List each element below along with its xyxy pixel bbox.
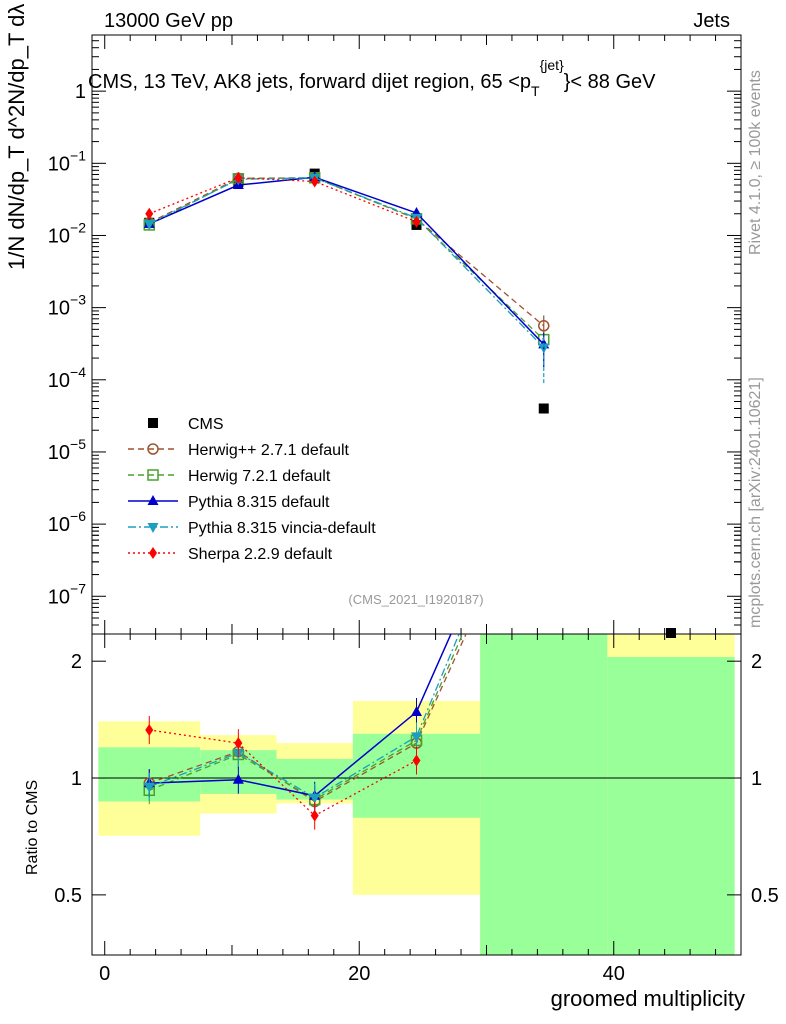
legend-label-cms: CMS — [188, 416, 224, 433]
ratio-tick-label-right: 1 — [751, 768, 762, 790]
rivet-label: Rivet 4.1.0, ≥ 100k events — [747, 70, 764, 255]
y-tick-base: 10 — [48, 442, 70, 464]
vincia-point — [143, 782, 155, 793]
y-tick-exponent: −6 — [70, 508, 86, 524]
plot-title-sup: {jet} — [540, 57, 564, 73]
cms-point — [666, 628, 677, 638]
legend-label-vincia: Pythia 8.315 vincia-default — [188, 520, 376, 537]
ratio-band-green — [607, 657, 735, 955]
legend-label-sherpa: Sherpa 2.2.9 default — [188, 546, 333, 563]
vincia-point — [143, 219, 155, 230]
legend-label-herwig7: Herwig 7.2.1 default — [188, 468, 331, 485]
y-axis-label-top: 1/N dN/dp_T d^2N/dp_T dλ — [4, 4, 29, 270]
ratio-tick-label-left: 0.5 — [54, 885, 82, 907]
plot-title: CMS, 13 TeV, AK8 jets, forward dijet reg… — [88, 57, 656, 99]
y-tick-exponent: −3 — [70, 292, 86, 308]
ratio-band-green — [480, 634, 608, 955]
sherpa-line — [149, 177, 417, 223]
x-axis-label: groomed multiplicity — [551, 986, 745, 1011]
plot-title-sub: T — [531, 83, 540, 99]
pythia-point — [147, 495, 159, 505]
y-tick-label: 10−2 — [48, 219, 86, 247]
herwigpp-line — [148, 177, 545, 327]
ratio-tick-label-left: 1 — [71, 768, 82, 790]
sherpa-ratio-line — [149, 729, 417, 817]
sherpa-point — [412, 215, 421, 228]
axis-ticks: 10−710−610−510−410−310−210−110.5 0.51 12 20… — [48, 35, 779, 985]
vincia-point — [309, 793, 321, 804]
ratio-tick-label-right: 2 — [751, 651, 762, 673]
vincia-point — [147, 523, 159, 533]
y-tick-label: 10−4 — [48, 364, 86, 392]
sherpa-point — [145, 723, 154, 736]
pythia-point — [411, 705, 422, 716]
legend-label-herwigpp: Herwig++ 2.7.1 default — [188, 442, 350, 459]
axes-frame — [91, 34, 742, 956]
y-tick-base: 10 — [48, 153, 70, 175]
y-tick-label: 10−1 — [48, 147, 86, 175]
y-tick-exponent: −4 — [70, 364, 86, 380]
sherpa-point — [145, 207, 154, 220]
analysis-watermark: (CMS_2021_I1920187) — [348, 592, 483, 607]
y-tick-label: 10−5 — [48, 436, 86, 464]
ratio-panel-frame — [91, 633, 742, 956]
plot-title-main: CMS, 13 TeV, AK8 jets, forward dijet reg… — [88, 71, 531, 93]
plot-title-tail: }< 88 GeV — [564, 71, 656, 93]
y-tick-base: 10 — [48, 225, 70, 247]
herwig7-line — [148, 177, 545, 341]
sherpa-point — [412, 754, 421, 767]
ratio-tick-label-right: 0.5 — [751, 885, 779, 907]
x-tick-label: 0 — [99, 963, 110, 985]
x-tick-label: 40 — [603, 963, 625, 985]
y-tick-label: 1 — [75, 81, 86, 103]
vincia-line — [148, 177, 545, 348]
ratio-series-group — [143, 634, 467, 830]
y-tick-exponent: −5 — [70, 436, 86, 452]
pythia-line — [148, 176, 545, 345]
pythia-point — [232, 773, 244, 784]
header-left: 13000 GeV pp — [104, 10, 233, 32]
main-panel-frame — [91, 34, 742, 635]
herwig7-point — [147, 469, 159, 481]
y-tick-exponent: −7 — [70, 580, 86, 596]
vincia-point — [411, 732, 422, 743]
cms-point — [538, 403, 549, 414]
mcplots-label: mcplots.cern.ch [arXiv:2401.10621] — [747, 377, 764, 628]
header-right: Jets — [693, 10, 730, 32]
x-tick-label: 20 — [348, 963, 370, 985]
y-tick-base: 10 — [48, 298, 70, 320]
y-tick-base: 10 — [48, 370, 70, 392]
sherpa-point — [234, 171, 243, 184]
y-tick-label: 10−3 — [48, 292, 86, 320]
ratio-tick-label-left: 2 — [71, 651, 82, 673]
y-tick-label: 10−6 — [48, 508, 86, 536]
sherpa-point — [310, 175, 319, 188]
legend-label-pythia: Pythia 8.315 default — [188, 494, 330, 511]
main-panel-series — [143, 168, 677, 638]
y-tick-base: 10 — [48, 514, 70, 536]
y-tick-base: 10 — [48, 586, 70, 608]
y-tick-base: 1 — [75, 81, 86, 103]
y-tick-exponent: −1 — [70, 147, 86, 163]
y-tick-exponent: −2 — [70, 219, 86, 235]
herwigpp-point — [147, 443, 159, 455]
sherpa-point — [234, 737, 243, 750]
cms-point — [148, 418, 158, 428]
ratio-bands — [98, 634, 735, 955]
y-tick-label: 10−7 — [48, 580, 86, 608]
ratio-panel-series — [143, 634, 467, 830]
sherpa-point — [310, 809, 319, 822]
sherpa-point — [149, 547, 157, 559]
legend: CMS Herwig++ 2.7.1 default Herwig 7.2.1 de… — [128, 416, 376, 563]
y-axis-label-bottom: Ratio to CMS — [24, 780, 41, 875]
